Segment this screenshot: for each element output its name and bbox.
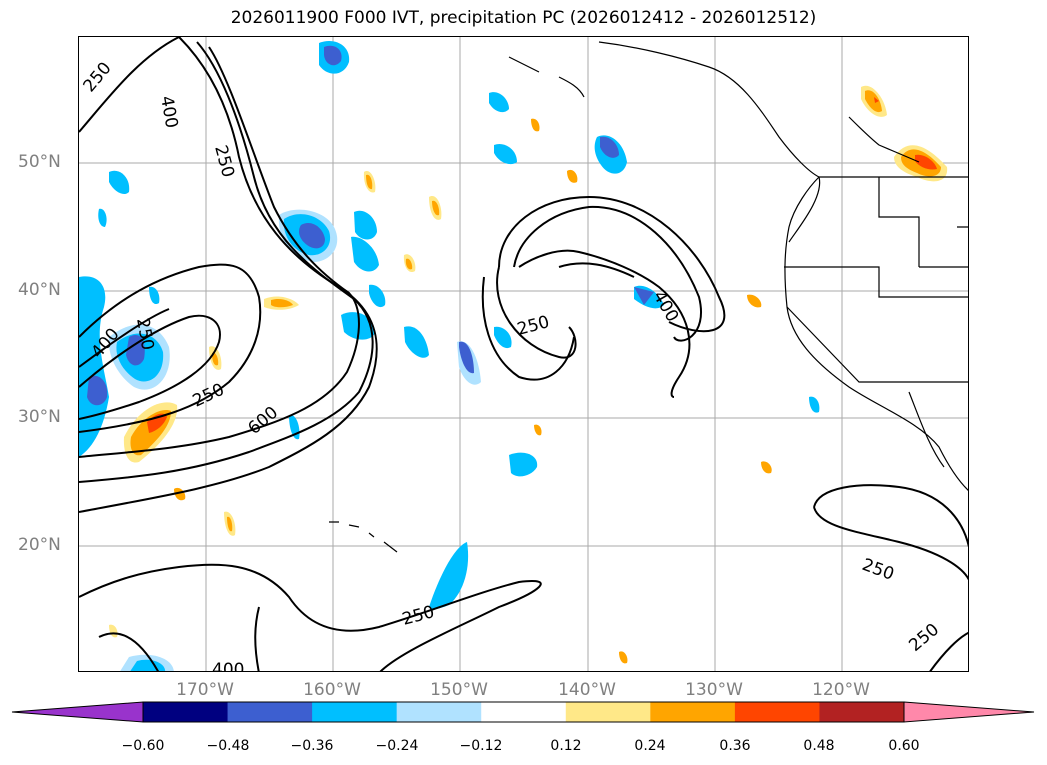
colorbar [11,701,1035,723]
map-plot-area[interactable]: 250 400 250 400 250 600 250 250 400 250 … [78,36,969,672]
colorbar-segment [734,702,820,722]
contour-label: 600 [244,403,282,439]
colorbar-segments [12,702,1034,722]
colorbar-tick-label: 0.12 [550,738,582,754]
contour-label: 250 [905,620,943,656]
graticule [79,37,968,671]
lon-label-140w: 140°W [558,680,616,700]
lon-label-150w: 150°W [430,680,488,700]
contour-label: 250 [190,380,228,412]
colorbar-segment [312,702,398,722]
lon-label-130w: 130°W [685,680,743,700]
ivt-contours [79,37,968,671]
colorbar-segment [143,702,229,722]
colorbar-tick-label: −0.24 [375,738,419,754]
colorbar-segment [227,702,313,722]
lat-label-40n: 40°N [18,280,61,300]
contour-label: 250 [400,602,437,630]
map-title: 2026011900 F000 IVT, precipitation PC (2… [230,8,817,28]
contour-label: 250 [80,58,116,96]
colorbar-tick-label: 0.60 [888,738,920,754]
colorbar-segment [396,702,482,722]
coastlines [329,41,968,553]
colorbar-tick-label: −0.60 [121,738,165,754]
colorbar-segment [819,702,905,722]
precip-negative-areas [79,41,820,671]
colorbar-tick-label: −0.12 [459,738,503,754]
lon-label-160w: 160°W [303,680,361,700]
colorbar-segment [650,702,736,722]
colorbar-tick-label: −0.36 [290,738,334,754]
colorbar-extension-high [904,702,1034,722]
colorbar-outline [142,701,905,723]
lat-label-50n: 50°N [18,152,61,172]
contour-label: 250 [859,555,896,585]
contour-label: 250 [210,143,238,180]
contour-label: 400 [212,660,244,672]
colorbar-tick-label: 0.48 [803,738,835,754]
colorbar-tick-label: 0.24 [634,738,666,754]
colorbar-tick-label: 0.36 [719,738,751,754]
lat-label-20n: 20°N [18,535,61,555]
colorbar-segment [565,702,651,722]
contour-label: 250 [515,312,552,340]
colorbar-tick-label: −0.48 [206,738,250,754]
colorbar-extension-low [12,702,143,722]
colorbar-segment [481,702,567,722]
contour-label: 400 [156,94,181,129]
lon-label-120w: 120°W [812,680,870,700]
lon-label-170w: 170°W [176,680,234,700]
lat-label-30n: 30°N [18,407,61,427]
map-canvas: 250 400 250 400 250 600 250 250 400 250 … [79,37,968,672]
